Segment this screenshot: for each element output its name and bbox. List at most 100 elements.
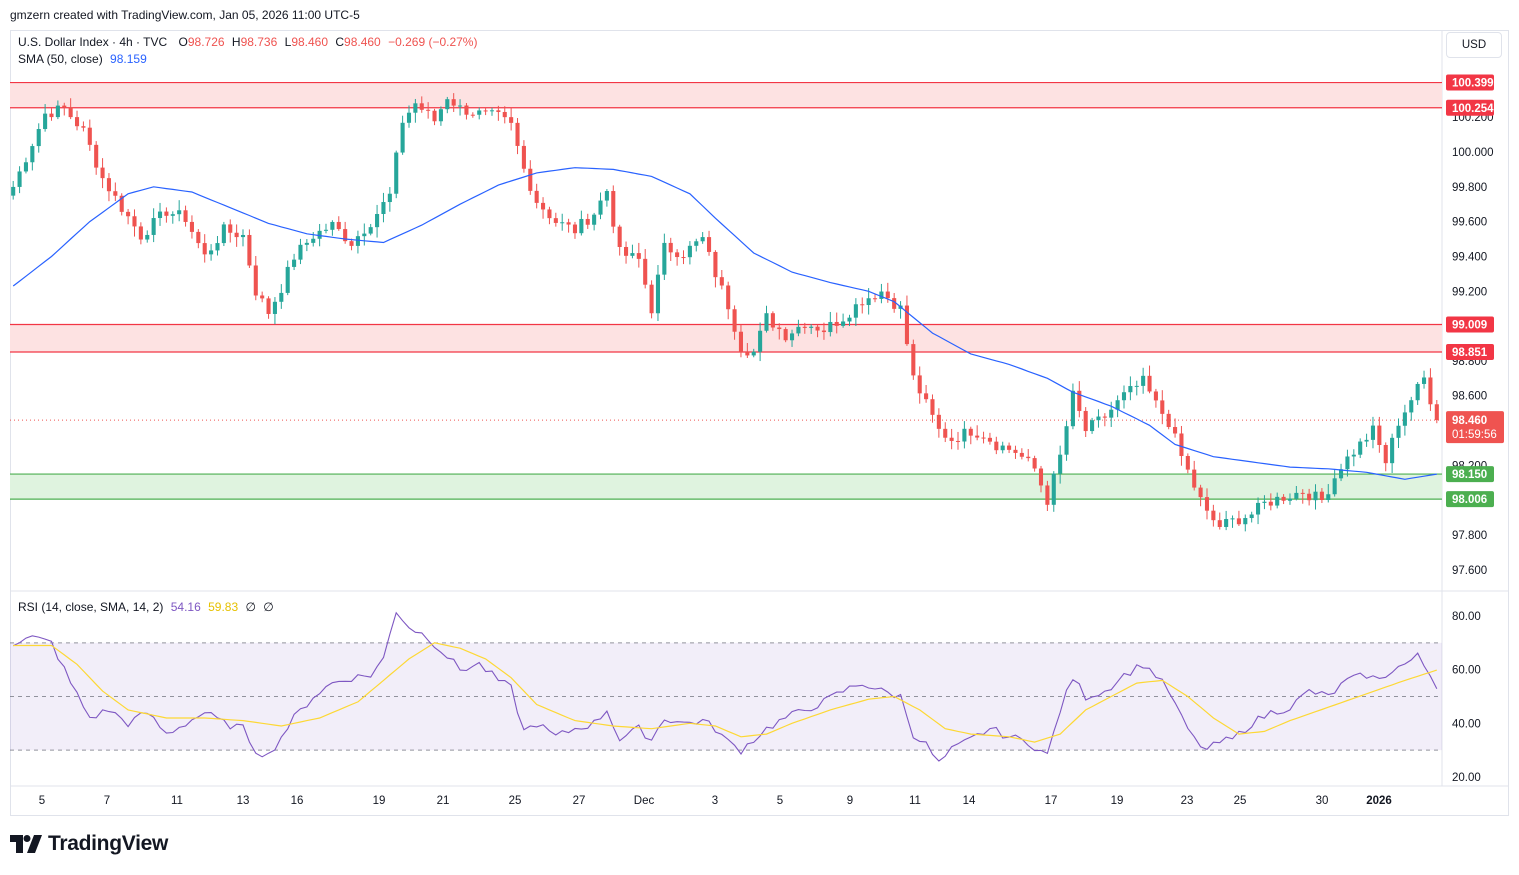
candle-body-153: [987, 437, 992, 442]
time-tick-label-14: 14: [963, 795, 976, 807]
candle-body-10: [74, 117, 80, 127]
candle-body-190: [1224, 519, 1229, 527]
candle-body-143: [924, 393, 929, 400]
sma-label[interactable]: SMA (50, close): [18, 52, 103, 66]
candle-body-175: [1128, 386, 1133, 393]
candle-body-169: [1090, 420, 1095, 432]
candle-body-198: [1275, 496, 1280, 506]
candle-60: [394, 150, 399, 199]
candle-body-44: [292, 259, 297, 267]
candle-148: [955, 431, 961, 450]
candle-117: [758, 322, 763, 362]
candle-body-52: [343, 229, 348, 242]
candle-body-76: [496, 110, 501, 112]
candle-body-34: [228, 224, 233, 233]
candle-body-152: [981, 437, 986, 439]
candle-body-151: [975, 435, 980, 438]
support-tag-label-top-2: 98.150: [1452, 469, 1487, 481]
resistance-tag-bg-bottom-0: [1446, 99, 1494, 116]
time-tick-label-19: 30: [1316, 795, 1329, 807]
time-tick-label-6: 21: [437, 795, 450, 807]
candle-218: [1402, 404, 1407, 436]
candle-body-127: [821, 330, 826, 333]
candle-body-54: [355, 236, 360, 246]
price-tick-label-2: 99.800: [1452, 182, 1487, 194]
candle-179: [1153, 388, 1158, 408]
candle-body-160: [1032, 458, 1037, 469]
candle-body-98: [636, 253, 641, 259]
candle-115: [745, 343, 750, 358]
candle-body-85: [553, 218, 558, 223]
candle-138: [892, 292, 897, 313]
candle-68: [445, 96, 450, 114]
candle-body-81: [528, 168, 533, 191]
candle-body-96: [624, 246, 629, 256]
candle-198: [1275, 492, 1280, 509]
candle-44: [292, 253, 297, 271]
candle-body-150: [968, 428, 973, 436]
resistance-tag-bg-top-1: [1446, 316, 1494, 333]
candle-body-186: [1198, 487, 1203, 498]
symbol-label[interactable]: U.S. Dollar Index · 4h · TVC: [18, 35, 168, 49]
candle-121: [783, 327, 788, 343]
candle-body-91: [592, 214, 597, 225]
resistance-zone-1: [10, 324, 1442, 353]
candle-155: [1000, 441, 1005, 454]
support-tag-bg-bottom-2: [1446, 491, 1494, 508]
candle-body-174: [1121, 392, 1127, 401]
candle-169: [1090, 417, 1095, 434]
candle-36: [240, 229, 246, 247]
candle-221: [1421, 370, 1427, 389]
candle-body-59: [387, 193, 392, 203]
rsi-label[interactable]: RSI (14, close, SMA, 14, 2): [18, 600, 164, 614]
candle-body-191: [1230, 518, 1235, 520]
candle-4: [36, 123, 41, 153]
support-zone-2: [10, 474, 1442, 500]
candle-56: [368, 223, 373, 236]
candle-78: [509, 107, 514, 131]
candle-89: [579, 210, 584, 236]
candle-149: [962, 421, 967, 449]
candle-170: [1096, 409, 1101, 428]
candle-body-159: [1026, 456, 1031, 459]
price-tick-label-5: 99.200: [1452, 286, 1487, 298]
candle-body-133: [860, 304, 865, 306]
resistance-tag-bg-top-0: [1446, 74, 1494, 91]
candle-body-146: [943, 428, 948, 438]
candle-body-154: [994, 441, 999, 451]
candle-174: [1121, 385, 1127, 409]
resistance-zone-bottom-tag-0: 100.254: [1446, 99, 1494, 116]
candle-body-116: [751, 351, 756, 356]
candle-body-167: [1077, 390, 1082, 411]
candle-body-2: [23, 162, 29, 172]
candle-body-148: [955, 440, 961, 442]
candle-157: [1013, 445, 1018, 459]
candle-176: [1134, 380, 1139, 396]
candle-114: [738, 324, 744, 358]
rsi-extra2: ∅: [263, 600, 274, 614]
candle-193: [1243, 514, 1248, 532]
candle-101: [655, 265, 661, 322]
candle-63: [413, 98, 418, 123]
tradingview-brand[interactable]: TradingView: [10, 832, 168, 856]
candle-body-140: [904, 305, 909, 345]
candle-185: [1192, 460, 1197, 491]
candle-83: [541, 197, 546, 219]
candle-body-102: [662, 242, 667, 275]
candle-body-72: [470, 114, 475, 116]
candle-31: [209, 244, 214, 261]
candle-body-103: [668, 242, 673, 253]
currency-button[interactable]: USD: [1446, 32, 1502, 58]
candle-body-122: [789, 333, 795, 341]
sma-legend: SMA (50, close) 98.159: [18, 52, 151, 66]
candle-body-73: [477, 110, 482, 115]
candle-104: [675, 249, 680, 266]
resistance-tag-label-top-1: 99.009: [1452, 320, 1487, 332]
candle-160: [1032, 455, 1037, 472]
candle-body-71: [464, 105, 469, 115]
candle-20: [138, 222, 143, 245]
candle-147: [949, 428, 954, 450]
candle-body-1: [17, 171, 22, 187]
candle-17: [119, 193, 124, 216]
